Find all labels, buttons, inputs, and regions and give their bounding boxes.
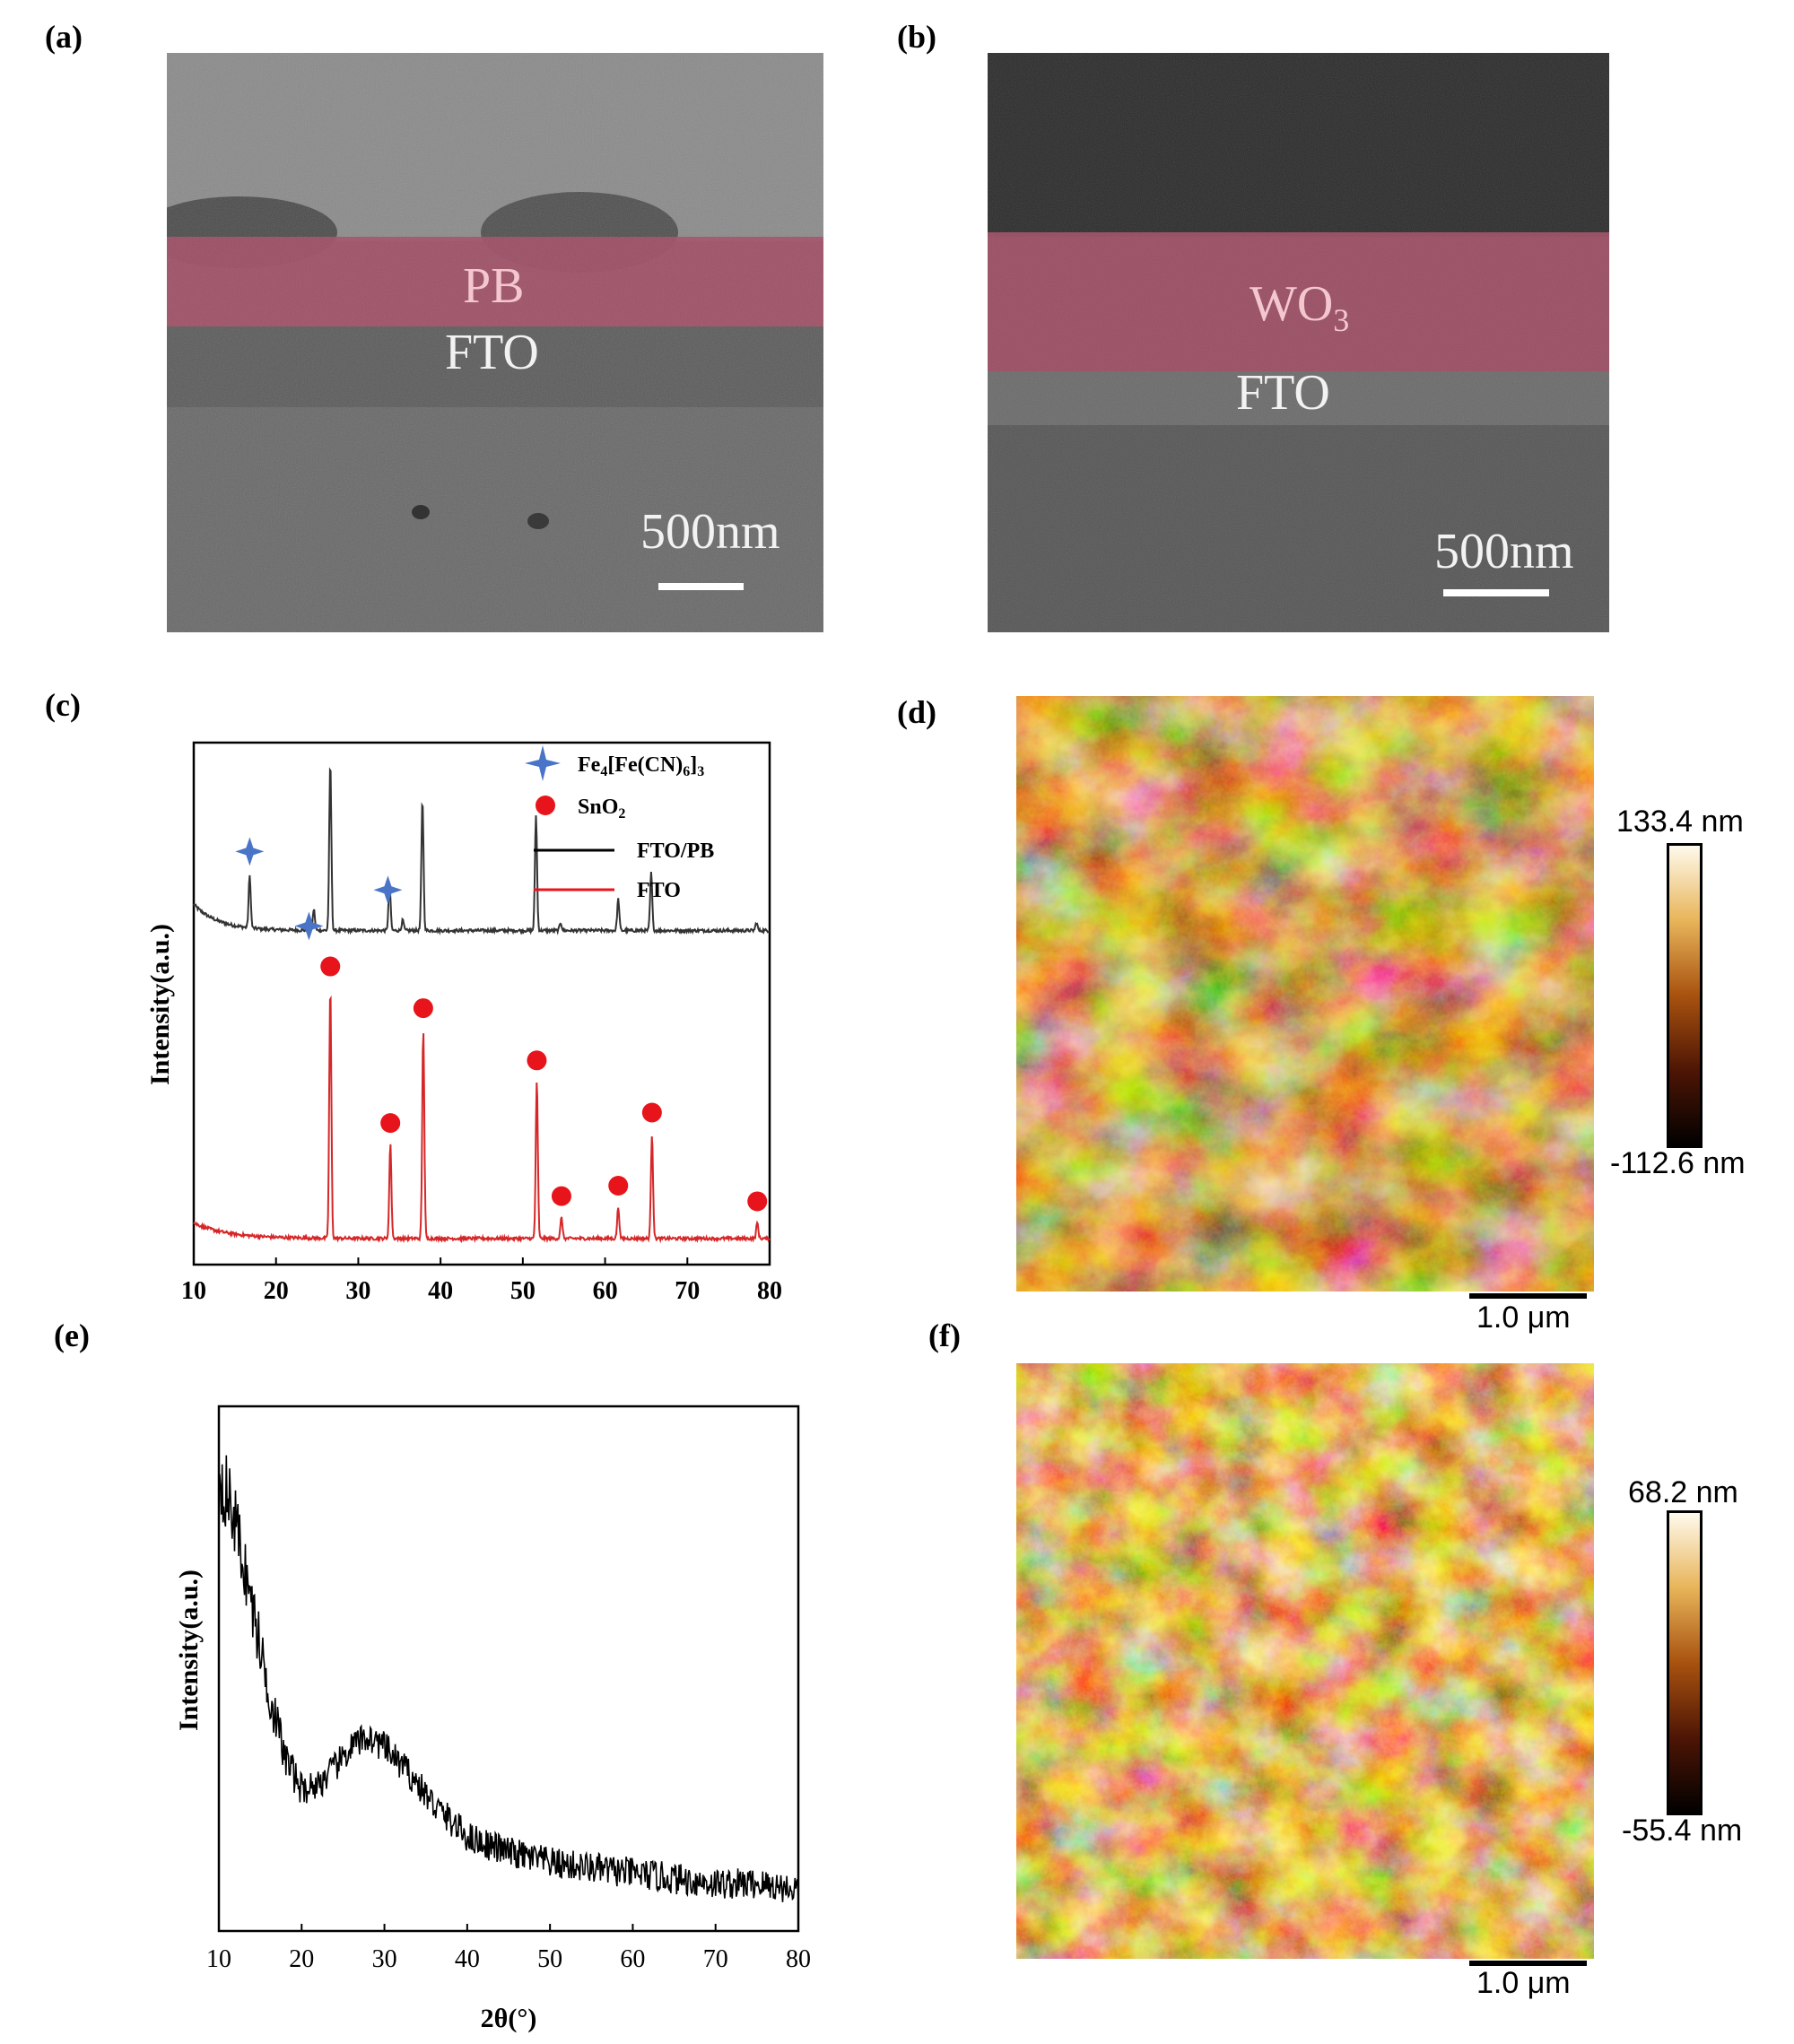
dot-marker-c-2: [413, 998, 433, 1019]
series-c-fto: [193, 995, 771, 1244]
xtick-label-e-30: 30: [372, 1945, 397, 1973]
colorbar-max-f: 68.2 nm: [1628, 1475, 1738, 1509]
xtick-label-e-60: 60: [620, 1945, 645, 1973]
sem-image-a: PB FTO 500nm: [167, 53, 823, 632]
xtick-label-c-70: 70: [675, 1277, 700, 1305]
plot-frame-e: [217, 1405, 800, 1933]
colorbar-min-f: -55.4 nm: [1622, 1814, 1743, 1848]
sem-layer-fto-label-b: FTO: [1236, 365, 1330, 421]
dot-marker-c-1: [380, 1113, 401, 1134]
legend-c: Fe4[Fe(CN)6]3 SnO2 FTO/PB FTO: [525, 745, 714, 902]
legend-fe-cn: [Fe(CN): [607, 753, 683, 777]
series-c-fto-pb: [193, 767, 770, 935]
legend-fe-bracket: ]: [690, 753, 697, 777]
panel-label-f: (f): [928, 1318, 961, 1353]
legend-fto-pb-label: FTO/PB: [637, 839, 714, 863]
xtick-label-c-60: 60: [593, 1277, 618, 1305]
star-marker-c-1: [294, 911, 324, 941]
xtick-label-c-40: 40: [428, 1277, 453, 1305]
xtick-label-e-10: 10: [206, 1945, 231, 1973]
star-marker-c-0: [235, 837, 265, 866]
colorbar-max-d: 133.4 nm: [1616, 805, 1744, 839]
scale-bar-text-a: 500nm: [640, 504, 780, 560]
dot-marker-c-5: [608, 1175, 629, 1196]
xtick-label-e-20: 20: [289, 1945, 314, 1973]
colorbar-min-d: -112.6 nm: [1610, 1146, 1746, 1180]
panel-label-c: (c): [45, 687, 81, 723]
panel-label-d: (d): [897, 694, 936, 730]
panel-label-e: (e): [54, 1318, 90, 1353]
sem-layer-fto-label-a: FTO: [445, 325, 539, 380]
ylabel-c: Intensity(a.u.): [145, 924, 175, 1085]
xtick-label-e-80: 80: [786, 1945, 811, 1973]
xtick-label-c-30: 30: [345, 1277, 370, 1305]
panel-label-b: (b): [897, 19, 936, 55]
xtick-label-c-10: 10: [181, 1277, 206, 1305]
legend-sno2-label: SnO2: [578, 796, 625, 822]
legend-fe-sub-6: 6: [683, 764, 690, 779]
wo3-subscript: 3: [1333, 302, 1350, 339]
dot-marker-c-6: [641, 1102, 662, 1123]
legend-fto-label: FTO: [637, 879, 681, 902]
colorbar-d: [1667, 843, 1703, 1148]
afm-image-d: [1016, 696, 1594, 1292]
scale-bar-line-b: [1443, 589, 1549, 596]
plot-frame-c: [192, 741, 771, 1266]
star-marker-c-2: [373, 875, 403, 905]
xlabel-e: 2θ(°): [481, 2004, 537, 2033]
scale-bar-text-d: 1.0 μm: [1476, 1300, 1571, 1335]
scale-bar-line-a: [658, 583, 744, 590]
dot-marker-c-0: [320, 956, 341, 977]
legend-fe-sub-3: 3: [697, 764, 704, 779]
scale-bar-text-f: 1.0 μm: [1476, 1966, 1571, 2000]
panel-label-a: (a): [45, 19, 83, 55]
colorbar-f: [1667, 1510, 1703, 1815]
wo3-main: WO: [1250, 276, 1334, 332]
scale-bar-text-b: 500nm: [1434, 524, 1574, 579]
dot-marker-c-3: [527, 1050, 547, 1071]
legend-star-marker: [525, 745, 561, 781]
ylabel-e: Intensity(a.u.): [174, 1570, 204, 1731]
sem-layer-wo3-label: WO3: [1250, 275, 1349, 339]
xtick-label-c-80: 80: [757, 1277, 782, 1305]
legend-dot-marker: [536, 796, 555, 815]
sem-image-b: WO3 FTO 500nm: [988, 53, 1609, 632]
legend-sno2-sub: 2: [618, 806, 625, 822]
legend-fe-sub-4: 4: [600, 764, 607, 779]
scale-bar-line-f: [1469, 1961, 1587, 1966]
sem-layer-pb-label: PB: [463, 258, 525, 314]
xrd-chart-e: 10 20 30 40 50 60 70 80 Intensity(a.u.) 2θ(°): [174, 1405, 811, 2033]
dot-marker-c-4: [551, 1186, 571, 1206]
xtick-label-c-50: 50: [510, 1277, 536, 1305]
xtick-label-e-70: 70: [703, 1945, 728, 1973]
afm-image-f: [1016, 1363, 1594, 1959]
xtick-label-e-40: 40: [455, 1945, 480, 1973]
xtick-label-c-20: 20: [264, 1277, 289, 1305]
series-e-wo3: [218, 1455, 799, 1902]
xtick-label-e-50: 50: [537, 1945, 562, 1973]
scale-bar-line-d: [1469, 1293, 1587, 1299]
legend-fe-label: Fe4[Fe(CN)6]3: [578, 753, 704, 779]
dot-marker-c-7: [747, 1191, 768, 1212]
xrd-chart-c: 10 20 30 40 50 60 70 80 Intensity(a.u.) Fe4[Fe(…: [145, 741, 782, 1305]
